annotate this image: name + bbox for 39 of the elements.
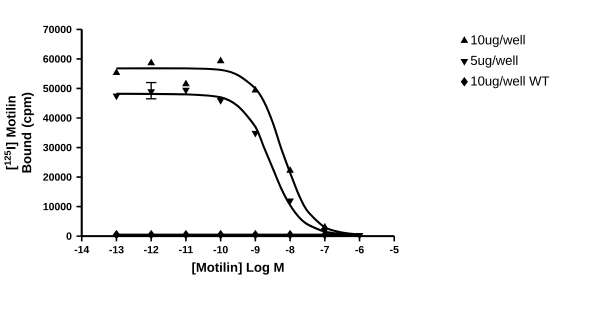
x-tick-label: -9 xyxy=(251,246,260,254)
point xyxy=(112,93,120,100)
point xyxy=(148,230,155,240)
point xyxy=(148,58,155,66)
point xyxy=(252,230,259,240)
point xyxy=(182,80,190,86)
point xyxy=(112,68,120,75)
y-tick-label: 40000 xyxy=(43,114,72,122)
y-tick-label: 70000 xyxy=(43,26,72,33)
y-tick-label: 10000 xyxy=(43,202,72,210)
x-tick-label: -7 xyxy=(320,246,329,253)
point xyxy=(217,230,224,240)
point xyxy=(356,232,364,240)
y-tick-label: 30000 xyxy=(43,144,72,152)
legend-label: 10ug/well xyxy=(471,34,525,47)
point xyxy=(182,230,190,240)
x-tick-label: -8 xyxy=(286,246,294,254)
point xyxy=(182,88,190,94)
point xyxy=(112,230,120,240)
x-tick-label: -12 xyxy=(144,246,158,254)
point xyxy=(216,56,224,64)
y-tick-label: 0 xyxy=(66,232,72,240)
x-tick-label: -13 xyxy=(109,246,124,254)
x-tick-label: -6 xyxy=(355,246,364,254)
point xyxy=(216,98,224,104)
point xyxy=(252,130,260,138)
y-tick-label: 20000 xyxy=(43,173,72,181)
point xyxy=(286,166,294,173)
point xyxy=(286,230,294,240)
point xyxy=(148,89,155,96)
x-axis-title: [Motilin] Log M xyxy=(192,262,284,274)
x-tick-label: -10 xyxy=(213,246,228,254)
x-tick-label: -5 xyxy=(390,246,399,254)
y-tick-label: 50000 xyxy=(43,84,72,92)
x-tick-label: -14 xyxy=(74,246,90,253)
legend-label: 10ug/well WT xyxy=(471,76,550,88)
legend-label: 5ug/well xyxy=(470,55,518,68)
x-tick-label: -11 xyxy=(179,246,193,253)
y-tick-label: 60000 xyxy=(43,55,72,62)
